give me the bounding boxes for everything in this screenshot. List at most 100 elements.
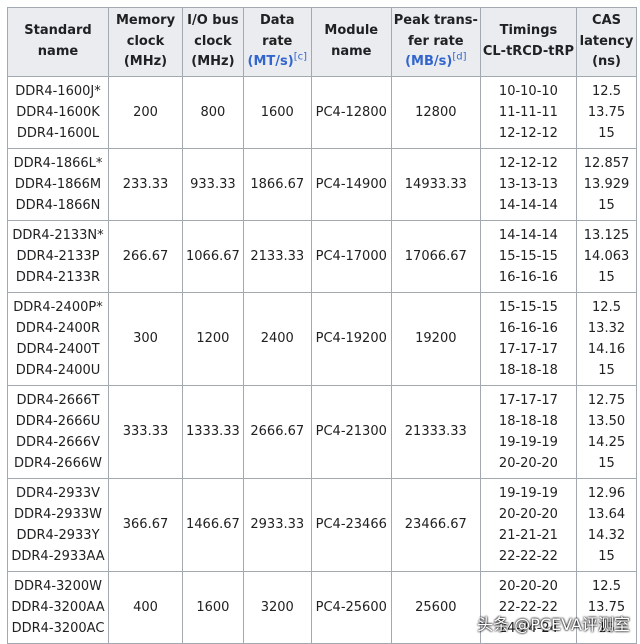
timings: 12-12-12: [498, 155, 558, 171]
standard-name: DDR4-2666W: [14, 455, 102, 471]
watermark: 头条 @PCEVA评测室: [477, 615, 630, 634]
data-rate: 3200: [260, 599, 294, 615]
timings: 12-12-12: [498, 125, 558, 141]
standard-name: DDR4-1866L*: [13, 155, 103, 171]
cas-latency-cell: 13.125 14.063 15: [576, 219, 638, 293]
standard-name: DDR4-1600K: [16, 104, 100, 120]
cas-latency: 12.96: [587, 485, 626, 501]
peak-transfer-rate-cell: 12800: [390, 75, 481, 149]
module-name: PC4-12800: [315, 104, 387, 120]
footnote-link[interactable]: [c]: [293, 51, 308, 63]
memory-clock: 366.67: [122, 517, 169, 532]
header-cell: Data rate (MT/s)[c]: [242, 7, 312, 77]
cas-latency-cell: 12.5 13.75 15: [576, 75, 638, 149]
header-text: CL-tRCD-tRP: [482, 43, 575, 59]
cas-latency: 13.32: [587, 320, 626, 336]
peak-transfer-rate-cell: 25600: [390, 570, 481, 644]
table-body: DDR4-1600J* DDR4-1600K DDR4-1600L 200 800 160…: [7, 75, 638, 644]
timings: 20-20-20: [498, 455, 558, 471]
module-name-cell: PC4-17000: [310, 219, 392, 293]
data-rate: 2933.33: [250, 517, 305, 532]
peak-transfer-rate: 14933.33: [404, 176, 467, 192]
io-bus-clock-cell: 1066.67: [182, 219, 244, 293]
timings: 24-24-24: [498, 620, 558, 636]
standard-name: DDR4-2400P*: [13, 299, 103, 315]
timings: 10-10-10: [498, 83, 558, 99]
module-name: PC4-25600: [315, 599, 387, 615]
standard-name: DDR4-1866N: [15, 197, 101, 213]
data-rate: 1866.67: [250, 176, 305, 192]
header-cell: Timings CL-tRCD-tRP: [479, 7, 578, 77]
header-text: rate: [262, 33, 293, 49]
table-row: DDR4-2933V DDR4-2933W DDR4-2933Y DDR4-2933A…: [7, 477, 638, 572]
header-text: (MHz): [123, 54, 168, 69]
standard-name: DDR4-2400R: [15, 320, 101, 336]
header-unit-line: (MB/s)[d]: [394, 52, 478, 73]
cas-latency: 15: [598, 548, 615, 564]
cas-latency: 12.857: [583, 155, 630, 171]
io-bus-clock: 1200: [196, 331, 230, 346]
header-text: Memory: [115, 13, 176, 28]
table-row: DDR4-2400P* DDR4-2400R DDR4-2400T DDR4-2400…: [7, 291, 638, 386]
standard-name: DDR4-2133R: [15, 269, 101, 285]
standard-name: DDR4-2133N*: [12, 227, 104, 243]
io-bus-clock-cell: 1333.33: [182, 384, 244, 479]
data-rate: 2666.67: [250, 424, 305, 439]
io-bus-clock-cell: 933.33: [182, 147, 244, 221]
timings: 18-18-18: [498, 413, 558, 429]
cas-latency: 12.5: [592, 83, 621, 99]
header-text: fer rate: [407, 33, 464, 49]
header-text: CAS: [592, 13, 621, 28]
timings-cell: 17-17-17 18-18-18 19-19-19 20-20-20: [479, 384, 578, 479]
timings: 19-19-19: [498, 485, 558, 501]
cas-latency: 13.75: [587, 104, 626, 120]
io-bus-clock-cell: 1466.67: [182, 477, 244, 572]
cas-latency: 12.5: [592, 578, 621, 594]
cas-latency: 13.75: [587, 599, 626, 615]
peak-transfer-rate-cell: 14933.33: [390, 147, 481, 221]
header-text: (ns): [592, 54, 621, 69]
cas-latency: 13.64: [587, 506, 626, 522]
header-text: name: [37, 43, 79, 59]
timings: 11-11-11: [498, 104, 558, 120]
header-unit-line: (MT/s)[c]: [246, 52, 309, 73]
footnote-link[interactable]: [d]: [452, 51, 467, 63]
header-text: clock: [194, 33, 232, 49]
header-cell: Peak trans-fer rate (MB/s)[d]: [390, 7, 481, 77]
timings: 21-21-21: [498, 527, 558, 543]
timings: 18-18-18: [498, 362, 558, 378]
unit-link[interactable]: (MT/s): [247, 54, 294, 69]
standard-name-cell: DDR4-2400P* DDR4-2400R DDR4-2400T DDR4-2400…: [7, 291, 109, 386]
timings: 13-13-13: [498, 176, 558, 192]
io-bus-clock: 1333.33: [186, 424, 240, 439]
standard-name-cell: DDR4-1866L* DDR4-1866M DDR4-1866N: [7, 147, 109, 221]
standard-name: DDR4-2400T: [16, 341, 100, 357]
memory-clock-cell: 300: [108, 291, 183, 386]
unit-link[interactable]: (MB/s): [405, 54, 453, 69]
memory-clock-cell: 366.67: [108, 477, 183, 572]
cas-latency-cell: 12.5 13.32 14.16 15: [576, 291, 638, 386]
standard-name: DDR4-2666V: [16, 434, 100, 450]
data-rate: 2400: [260, 331, 294, 346]
module-name: PC4-14900: [315, 176, 387, 192]
standard-name-cell: DDR4-1600J* DDR4-1600K DDR4-1600L: [7, 75, 109, 149]
timings-cell: 19-19-19 20-20-20 21-21-21 22-22-22: [479, 477, 578, 572]
module-name-cell: PC4-25600: [310, 570, 392, 644]
data-rate-cell: 2933.33: [242, 477, 312, 572]
standard-name-cell: DDR4-2933V DDR4-2933W DDR4-2933Y DDR4-2933A…: [7, 477, 109, 572]
cas-latency: 14.32: [587, 527, 626, 543]
standard-name: DDR4-3200AA: [11, 599, 105, 615]
standard-name: DDR4-1600L: [16, 125, 100, 141]
memory-clock: 266.67: [122, 248, 169, 264]
data-rate-cell: 3200: [242, 570, 312, 644]
header-text: latency: [579, 33, 634, 49]
header-text: Data: [259, 13, 295, 28]
memory-clock: 400: [133, 599, 158, 615]
header-row: Standard name Memory clock (MHz) I/O bus clock…: [7, 7, 638, 77]
peak-transfer-rate: 23466.67: [404, 517, 467, 532]
header-text: name: [331, 43, 372, 59]
standard-name-cell: DDR4-2133N* DDR4-2133P DDR4-2133R: [7, 219, 109, 293]
cas-latency: 14.25: [587, 434, 626, 450]
peak-transfer-rate-cell: 21333.33: [390, 384, 481, 479]
